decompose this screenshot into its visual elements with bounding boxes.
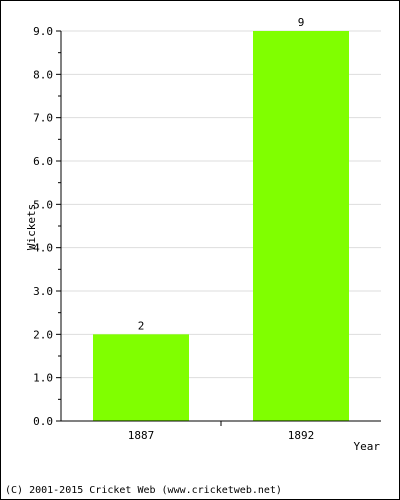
y-tick-label: 6.0 xyxy=(33,155,53,168)
bar-chart: 0.01.02.03.04.05.06.07.08.09.0 1887 1892 … xyxy=(25,16,381,453)
y-tick-label: 8.0 xyxy=(33,68,53,81)
y-axis-label: Wickets xyxy=(25,204,38,250)
y-tick-label: 0.0 xyxy=(33,415,53,428)
y-tick-label: 9.0 xyxy=(33,25,53,38)
y-tick-label: 5.0 xyxy=(33,198,53,211)
y-tick-label: 4.0 xyxy=(33,242,53,255)
bar-value-label: 2 xyxy=(138,319,145,332)
bar xyxy=(253,31,349,421)
bar xyxy=(93,334,189,421)
data-labels: 29 xyxy=(138,16,305,332)
y-tick-label: 7.0 xyxy=(33,112,53,125)
x-tick-label: 1892 xyxy=(288,429,315,442)
x-axis-label: Year xyxy=(354,440,381,453)
x-ticks: 1887 1892 xyxy=(128,421,315,442)
y-tick-label: 2.0 xyxy=(33,328,53,341)
x-tick-label: 1887 xyxy=(128,429,155,442)
copyright-footer: (C) 2001-2015 Cricket Web (www.cricketwe… xyxy=(5,485,282,496)
y-ticks: 0.0 1.0 2.0 3.0 4.0 5.0 6.0 7.0 8.0 9.0 xyxy=(33,25,61,428)
y-tick-label: 1.0 xyxy=(33,372,53,385)
bars xyxy=(93,31,349,421)
bar-value-label: 9 xyxy=(298,16,305,29)
y-tick-label: 3.0 xyxy=(33,285,53,298)
